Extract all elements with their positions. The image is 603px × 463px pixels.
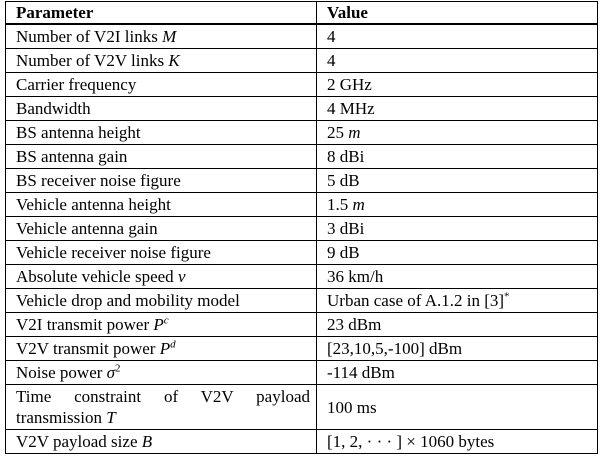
value-cell: [1, 2, · · · ] × 1060 bytes	[316, 429, 598, 454]
table-row: Absolute vehicle speed v 36 km/h	[5, 264, 598, 289]
parameter-cell: V2V payload size B	[5, 429, 317, 454]
table-row: BS antenna gain 8 dBi	[5, 144, 598, 169]
parameter-cell: BS antenna height	[5, 120, 317, 145]
parameter-cell: Time constraint of V2V payload transmiss…	[5, 384, 317, 430]
parameter-cell: Noise power σ2	[5, 360, 317, 385]
parameter-cell: Vehicle antenna height	[5, 192, 317, 217]
value-cell: 25 m	[316, 120, 598, 145]
value-cell: 5 dB	[316, 168, 598, 193]
table-row: Vehicle drop and mobility model Urban cas…	[5, 288, 598, 313]
value-cell: 36 km/h	[316, 264, 598, 289]
value-cell: 23 dBm	[316, 312, 598, 337]
table-row: Time constraint of V2V payload transmiss…	[5, 384, 598, 430]
parameter-cell: Bandwidth	[5, 96, 317, 121]
header-parameter: Parameter	[5, 1, 317, 25]
table-row: V2I transmit power Pc 23 dBm	[5, 312, 598, 337]
table-row: Vehicle antenna gain 3 dBi	[5, 216, 598, 241]
table-row: Noise power σ2 -114 dBm	[5, 360, 598, 385]
value-cell: 100 ms	[316, 384, 598, 430]
value-cell: 4 MHz	[316, 96, 598, 121]
table-row: Carrier frequency 2 GHz	[5, 72, 598, 97]
table-row: Vehicle receiver noise figure 9 dB	[5, 240, 598, 265]
value-cell: 3 dBi	[316, 216, 598, 241]
value-cell: 9 dB	[316, 240, 598, 265]
value-cell: Urban case of A.1.2 in [3]*	[316, 288, 598, 313]
value-cell: [23,10,5,-100] dBm	[316, 336, 598, 361]
value-cell: -114 dBm	[316, 360, 598, 385]
table-row: V2V transmit power Pd [23,10,5,-100] dBm	[5, 336, 598, 361]
value-cell: 8 dBi	[316, 144, 598, 169]
table-row: Bandwidth 4 MHz	[5, 96, 598, 121]
parameter-cell: Vehicle drop and mobility model	[5, 288, 317, 313]
parameter-cell: V2V transmit power Pd	[5, 336, 317, 361]
table-row: V2V payload size B [1, 2, · · · ] × 1060 …	[5, 429, 598, 454]
value-cell: 1.5 m	[316, 192, 598, 217]
parameter-table: Parameter Value Number of V2I links M 4 Nu…	[5, 1, 598, 454]
table-row: Vehicle antenna height 1.5 m	[5, 192, 598, 217]
value-cell: 4	[316, 23, 598, 49]
value-cell: 2 GHz	[316, 72, 598, 97]
header-value: Value	[316, 1, 598, 25]
parameter-cell: Carrier frequency	[5, 72, 317, 97]
parameter-cell: V2I transmit power Pc	[5, 312, 317, 337]
parameter-cell: Number of V2I links M	[5, 23, 317, 49]
table-row: BS receiver noise figure 5 dB	[5, 168, 598, 193]
value-cell: 4	[316, 48, 598, 73]
table-header-row: Parameter Value	[5, 1, 598, 25]
table-row: BS antenna height 25 m	[5, 120, 598, 145]
parameter-cell: BS antenna gain	[5, 144, 317, 169]
parameter-cell: BS receiver noise figure	[5, 168, 317, 193]
parameter-cell: Vehicle antenna gain	[5, 216, 317, 241]
parameter-cell: Vehicle receiver noise figure	[5, 240, 317, 265]
parameter-cell: Absolute vehicle speed v	[5, 264, 317, 289]
parameter-cell: Number of V2V links K	[5, 48, 317, 73]
